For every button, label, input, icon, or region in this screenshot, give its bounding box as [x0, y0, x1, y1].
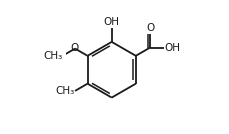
Text: O: O	[146, 23, 154, 33]
Text: O: O	[70, 43, 78, 53]
Text: CH₃: CH₃	[55, 86, 74, 96]
Text: OH: OH	[163, 43, 179, 53]
Text: CH₃: CH₃	[44, 51, 63, 61]
Text: OH: OH	[103, 17, 119, 27]
